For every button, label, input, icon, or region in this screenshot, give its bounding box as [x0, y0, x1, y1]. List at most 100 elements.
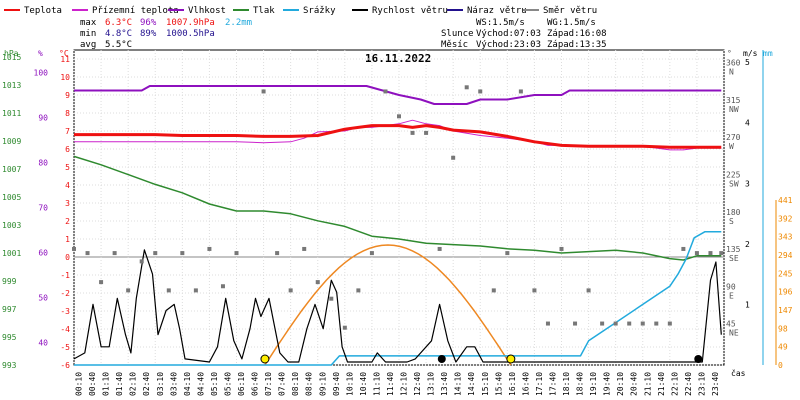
tick-time-label: 05:40: [223, 372, 232, 396]
wind-direction-point: [545, 321, 550, 326]
legend-label-3: Tlak: [253, 6, 275, 16]
stats-panel: max 6.3°C 96% 1007.9hPa 2.2mm min 4.8°C …: [80, 18, 607, 50]
wind-direction-point: [342, 325, 347, 330]
plot-grid: [73, 50, 725, 366]
stat-max-press: 1007.9hPa: [166, 18, 215, 28]
tick-temp-label: 6: [65, 145, 70, 154]
tick-temp-label: -4: [60, 325, 70, 334]
tick-temp-label: 10: [60, 73, 70, 82]
tick-temp-label: 9: [65, 91, 70, 100]
stat-avg-temp: 5.5°C: [105, 40, 132, 50]
tick-temp-label: -5: [60, 343, 70, 352]
tick-direction-name: NE: [729, 329, 739, 338]
tick-mm-label: 294: [778, 251, 793, 260]
tick-time-label: 18:40: [576, 372, 585, 396]
tick-ms-label: 4: [745, 119, 750, 128]
tick-pct-label: 50: [38, 294, 48, 303]
moon-set: Západ:13:35: [547, 40, 607, 50]
tick-temp-label: 5: [65, 163, 70, 172]
wind-direction-point: [410, 130, 415, 135]
wind-direction-point: [356, 288, 361, 293]
tick-time-label: 06:40: [251, 372, 260, 396]
tick-mm-label: 441: [778, 196, 793, 205]
tick-time-label: 14:40: [467, 372, 476, 396]
tick-direction-deg: 135: [726, 245, 741, 254]
legend-label-7: Směr větru: [543, 6, 597, 16]
tick-time-label: 16:10: [508, 372, 517, 396]
series-wind-speed: [73, 249, 722, 363]
wind-direction-point: [329, 296, 334, 301]
tick-time-label: 01:40: [115, 372, 124, 396]
tick-time-label: 11:40: [386, 372, 395, 396]
sun-rise: Východ:07:03: [476, 29, 541, 39]
tick-mm-label: 392: [778, 214, 793, 223]
wind-direction-point: [193, 288, 198, 293]
sun-label: Slunce: [441, 29, 474, 39]
wind-direction-point: [207, 246, 212, 251]
tick-time-label: 20:40: [630, 372, 639, 396]
tick-time-label: 14:10: [454, 372, 463, 396]
tick-pct-label: 70: [38, 204, 48, 213]
tick-time-label: 03:40: [169, 372, 178, 396]
wind-direction-point: [166, 288, 171, 293]
tick-time-label: 18:10: [562, 372, 571, 396]
tick-time-label: 02:40: [142, 372, 151, 396]
wind-direction-point: [315, 280, 320, 285]
tick-mm-label: 49: [778, 343, 788, 352]
tick-hpa-label: 1007: [2, 165, 21, 174]
wind-direction-point: [383, 89, 388, 94]
tick-time-label: 20:10: [616, 372, 625, 396]
wind-direction-point: [220, 284, 225, 289]
tick-hpa-label: 1001: [2, 249, 21, 258]
tick-temp-label: 0: [65, 253, 70, 262]
tick-time-label: 16:40: [521, 372, 530, 396]
tick-time-label: 19:10: [589, 372, 598, 396]
axis-pct-label: %: [38, 49, 43, 58]
stat-max-hum: 96%: [140, 18, 157, 28]
legend-label-5: Rychlost větru: [372, 6, 448, 16]
wind-direction-point: [99, 280, 104, 285]
tick-time-label: 00:10: [75, 372, 84, 396]
tick-time-label: 23:40: [711, 372, 720, 396]
wind-direction-point: [719, 251, 724, 256]
tick-time-label: 09:10: [318, 372, 327, 396]
tick-time-label: 02:10: [129, 372, 138, 396]
tick-time-label: 12:40: [413, 372, 422, 396]
tick-temp-label: 4: [65, 181, 70, 190]
sun-marker: [506, 354, 516, 364]
wind-direction-point: [640, 321, 645, 326]
moon-label: Měsíc: [441, 40, 468, 50]
sun-elevation-arc: [264, 244, 512, 366]
tick-time-label: 21:10: [643, 372, 652, 396]
tick-direction-deg: 45: [726, 320, 736, 329]
wind-direction-point: [261, 89, 266, 94]
stat-min-hum: 89%: [140, 29, 157, 39]
wind-direction-point: [437, 246, 442, 251]
tick-temp-label: 11: [60, 55, 70, 64]
tick-time-label: 04:40: [196, 372, 205, 396]
tick-temp-label: 7: [65, 127, 70, 136]
tick-pct-label: 60: [38, 249, 48, 258]
axis-deg-label: °: [727, 49, 732, 58]
legend-label-1: Přízemní teplota: [92, 6, 179, 16]
wind-direction-point: [234, 251, 239, 256]
tick-time-label: 07:10: [264, 372, 273, 396]
tick-direction-deg: 225: [726, 170, 741, 179]
series-pressure: [73, 155, 722, 261]
stat-min-temp: 4.8°C: [105, 29, 132, 39]
tick-direction-deg: 360: [726, 59, 741, 68]
wind-direction-point: [288, 288, 293, 293]
tick-time-label: 13:10: [427, 372, 436, 396]
tick-hpa-label: 1003: [2, 221, 21, 230]
legend-label-0: Teplota: [24, 6, 62, 16]
wind-direction-point: [491, 288, 496, 293]
wind-direction-point: [112, 251, 117, 256]
sun-set: Západ:16:08: [547, 29, 607, 39]
axis-c-label: °C: [59, 49, 69, 58]
stat-wg: WG:1.5m/s: [547, 18, 596, 28]
wind-direction-point: [139, 259, 144, 264]
tick-time-label: 10:10: [345, 372, 354, 396]
tick-hpa-label: 1009: [2, 137, 21, 146]
stat-max-temp: 6.3°C: [105, 18, 132, 28]
